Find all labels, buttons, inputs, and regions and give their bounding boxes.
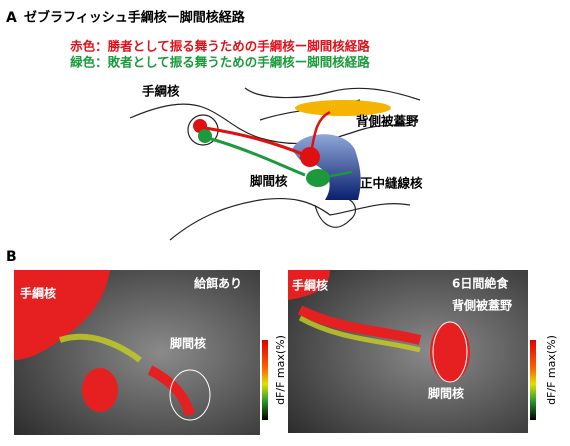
ipn-red bbox=[300, 147, 320, 167]
image-label: 手綱核 bbox=[20, 286, 56, 301]
node-label: 背側被蓋野 bbox=[356, 114, 419, 129]
node-label: 脚間核 bbox=[250, 174, 288, 189]
colorbar-label: dF/F max(%) bbox=[545, 335, 558, 405]
panel-title: ゼブラフィッシュ手綱核ー脚間核経路 bbox=[24, 10, 246, 26]
image-label: 6日間絶食 bbox=[452, 276, 509, 291]
green-arrow bbox=[329, 170, 353, 178]
node-label: 正中縫線核 bbox=[360, 176, 423, 191]
node-label: 手綱核 bbox=[142, 84, 180, 99]
green-path bbox=[207, 136, 306, 177]
panel-label: B bbox=[6, 249, 17, 265]
image-label: 手綱核 bbox=[292, 278, 328, 293]
red-path bbox=[204, 126, 306, 157]
hb-green bbox=[198, 129, 212, 143]
image-fasted: 手綱核 6日間絶食 背側被蓋野 脚間核 dF/F max(%) bbox=[288, 270, 558, 433]
colorbar-label: dF/F max(%) bbox=[274, 335, 287, 405]
image-label: 背側被蓋野 bbox=[452, 298, 512, 313]
legend-red: 赤色：勝者として振る舞うための手綱核ー脚間核経路 bbox=[70, 39, 370, 54]
ipn-region bbox=[292, 134, 361, 200]
image-label: 脚間核 bbox=[428, 386, 464, 401]
red-arrow bbox=[310, 110, 331, 149]
image-label: 脚間核 bbox=[170, 336, 206, 351]
image-label: 給餌あり bbox=[194, 276, 242, 291]
legend-green: 緑色：敗者として振る舞うための手綱核ー脚間核経路 bbox=[70, 55, 370, 70]
vta-region bbox=[295, 100, 391, 116]
image-fed: 手綱核 給餌あり 脚間核 dF/F max(%) bbox=[14, 270, 287, 435]
panel-label: A bbox=[6, 10, 17, 26]
ipn-green bbox=[306, 169, 330, 187]
